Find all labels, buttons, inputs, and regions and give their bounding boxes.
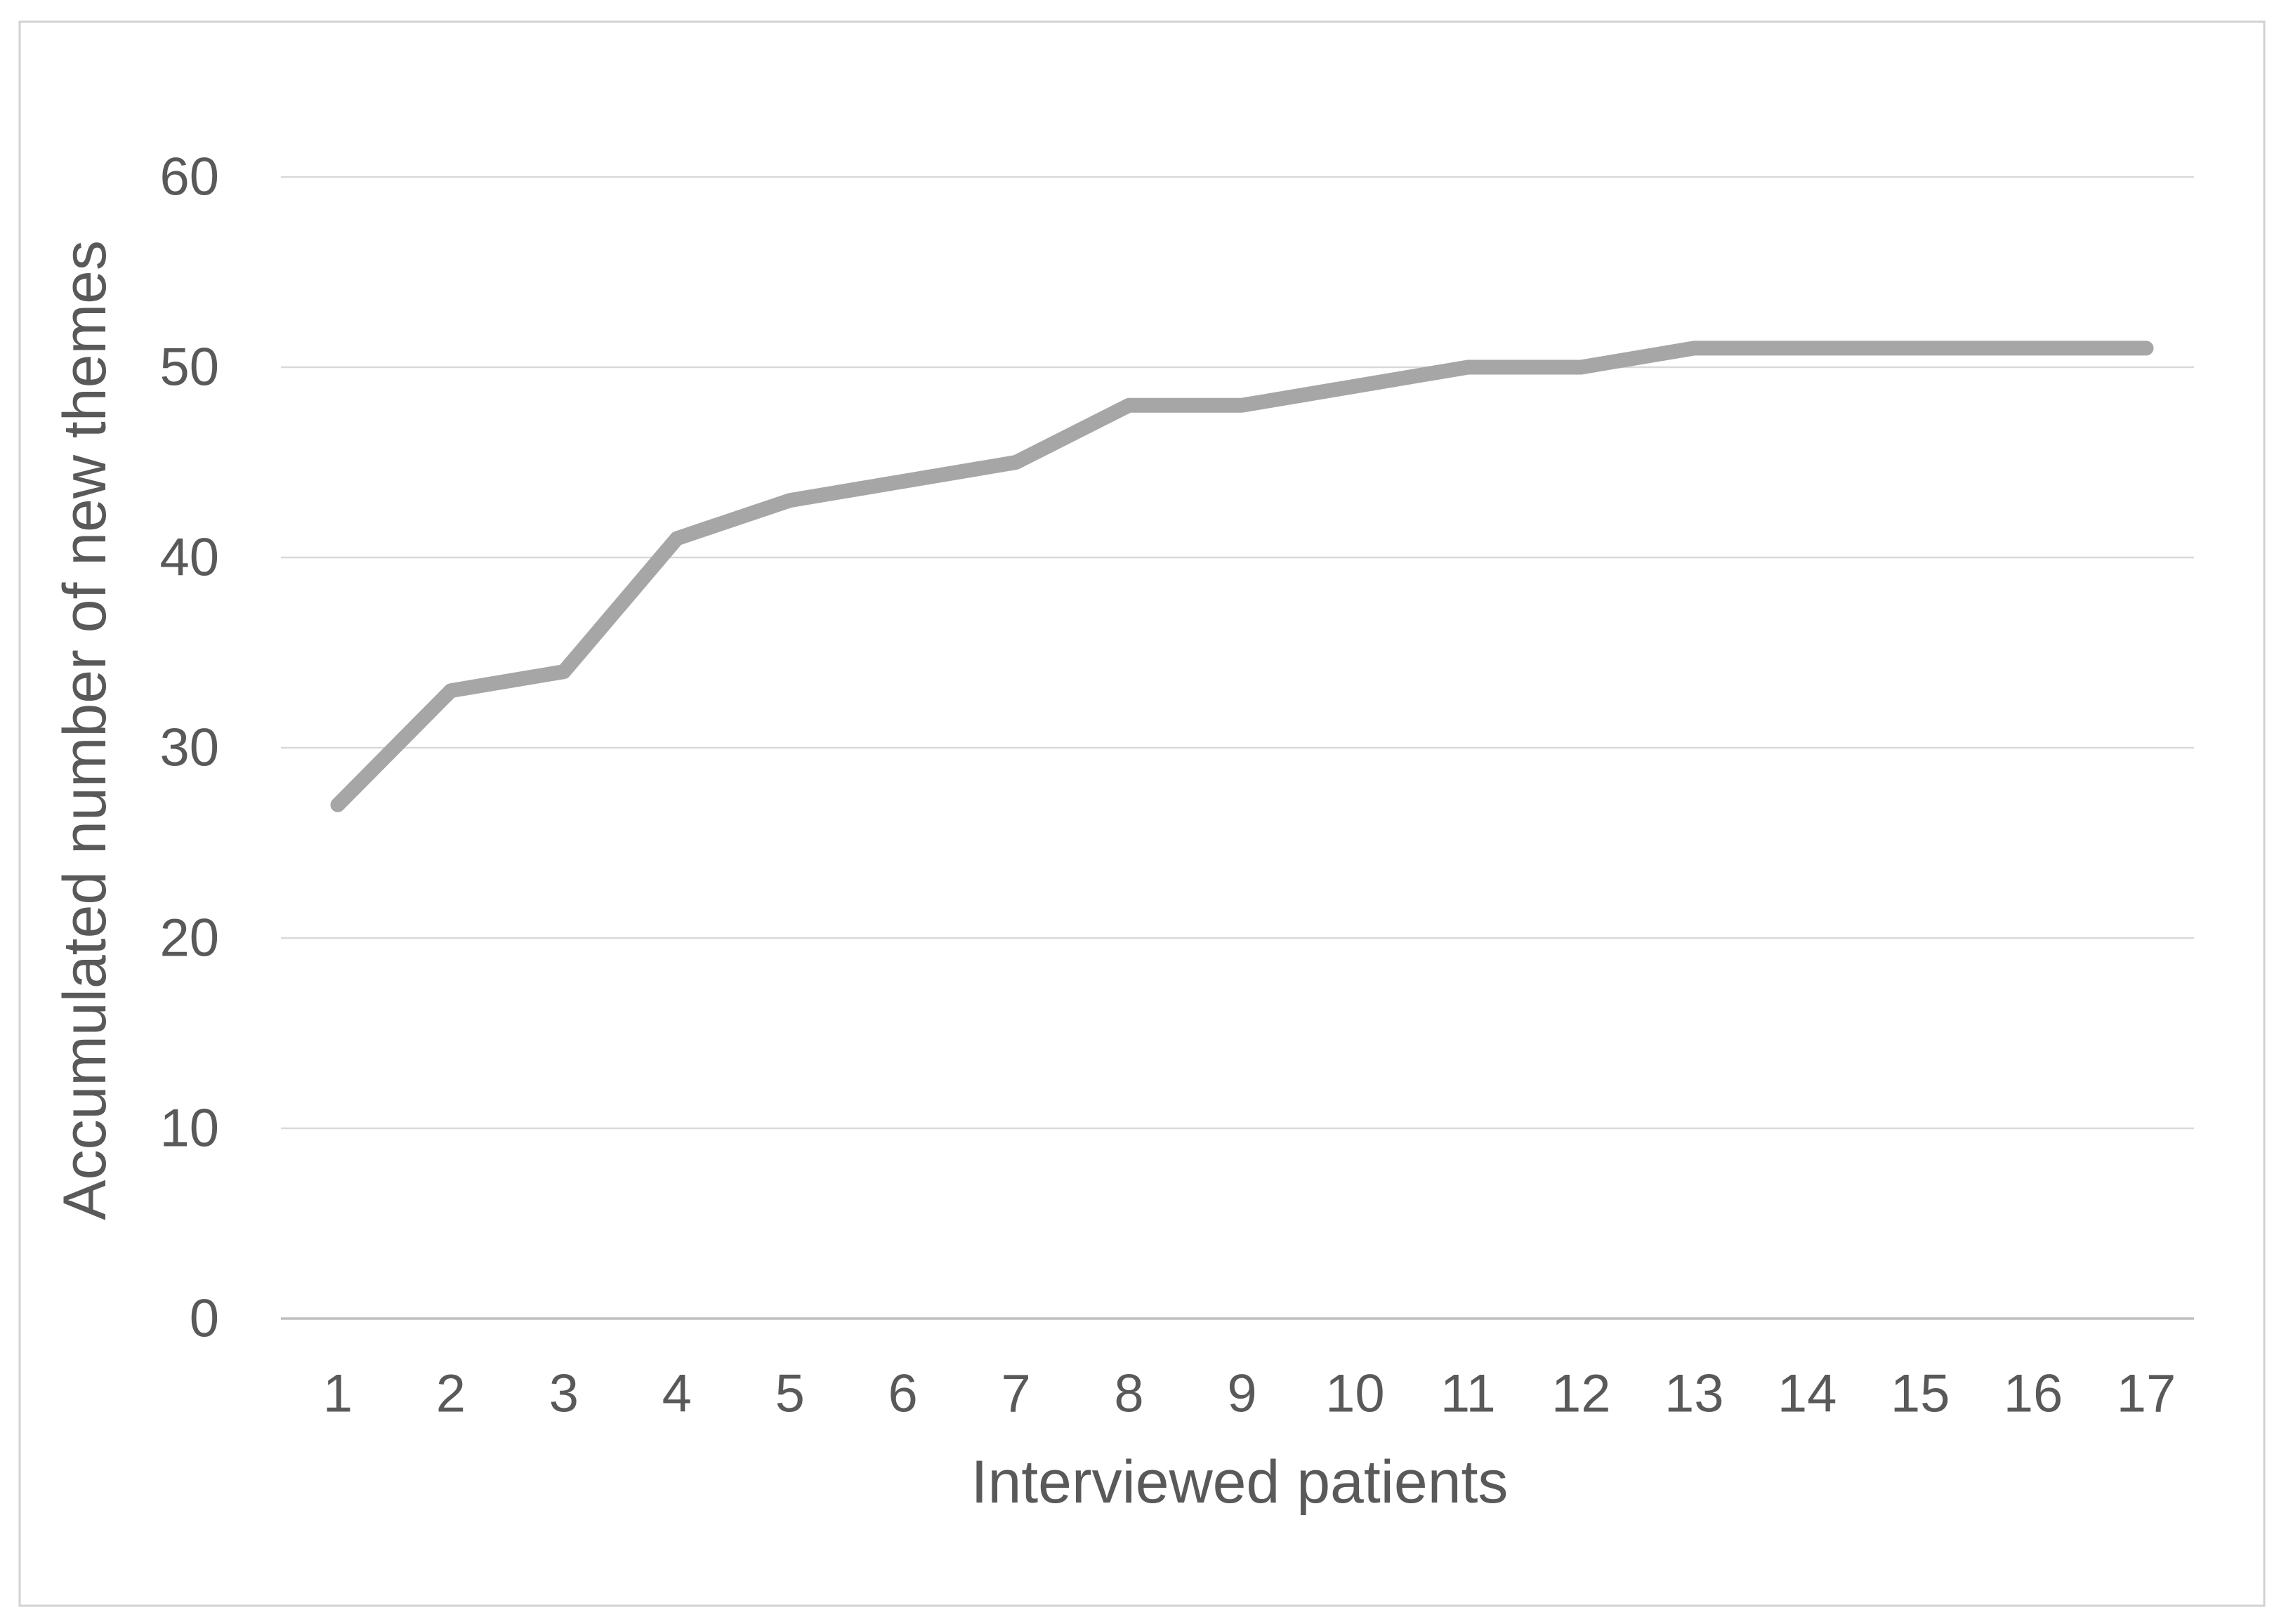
y-gridlines — [281, 176, 2194, 1320]
x-tick-label: 10 — [1325, 1364, 1385, 1424]
y-tick-label: 20 — [159, 909, 219, 968]
x-tick-label: 9 — [1227, 1364, 1256, 1424]
y-tick-labels: 0 10 20 30 40 50 60 — [159, 147, 219, 1349]
x-tick-label: 8 — [1114, 1364, 1143, 1424]
x-tick-label: 12 — [1551, 1364, 1611, 1424]
x-tick-label: 17 — [2117, 1364, 2176, 1424]
y-tick-label: 0 — [190, 1289, 219, 1349]
x-axis-title: Interviewed patients — [971, 1448, 1509, 1516]
x-tick-label: 1 — [323, 1364, 353, 1424]
x-tick-label: 7 — [1001, 1364, 1030, 1424]
x-tick-labels: 1 2 3 4 5 6 7 8 9 10 11 12 13 14 15 16 17 — [323, 1364, 2176, 1424]
x-tick-label: 11 — [1440, 1364, 1496, 1424]
y-tick-label: 60 — [159, 147, 219, 207]
x-tick-label: 15 — [1891, 1364, 1950, 1424]
y-axis-title: Accumulated number of new themes — [51, 240, 119, 1220]
x-tick-label: 14 — [1778, 1364, 1837, 1424]
x-tick-label: 5 — [775, 1364, 805, 1424]
x-tick-label: 3 — [549, 1364, 579, 1424]
x-tick-label: 6 — [888, 1364, 918, 1424]
y-tick-label: 50 — [159, 338, 219, 397]
data-line-series — [330, 341, 2154, 812]
figure-border — [18, 20, 2266, 1607]
x-tick-label: 13 — [1664, 1364, 1724, 1424]
y-tick-label: 30 — [159, 718, 219, 778]
x-tick-label: 16 — [2004, 1364, 2063, 1424]
y-tick-label: 10 — [159, 1099, 219, 1158]
y-tick-label: 40 — [159, 528, 219, 588]
x-tick-label: 2 — [436, 1364, 466, 1424]
x-tick-label: 4 — [662, 1364, 692, 1424]
